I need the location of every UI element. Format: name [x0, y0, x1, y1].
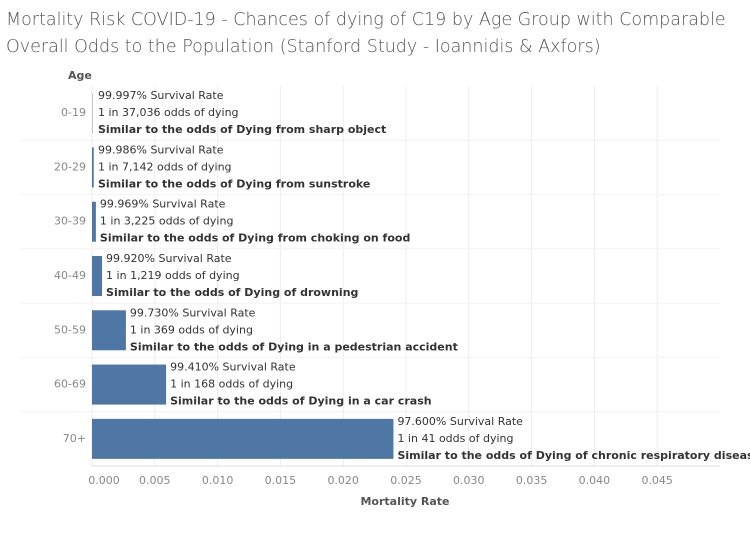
- bar: [92, 364, 167, 405]
- value-label: Similar to the odds of Dying in a car cr…: [170, 395, 432, 408]
- value-label: 99.969% Survival Rate: [100, 198, 226, 211]
- chart-title: Mortality Risk COVID-19 - Chances of dyi…: [6, 10, 726, 30]
- x-axis-title: Mortality Rate: [360, 495, 449, 508]
- value-label: 1 in 168 odds of dying: [170, 378, 293, 391]
- bar: [92, 418, 394, 459]
- bar: [92, 256, 103, 296]
- x-tick-label: 0.020: [327, 474, 359, 487]
- y-axis-title: Age: [68, 69, 92, 82]
- value-label: Similar to the odds of Dying of chronic …: [397, 449, 750, 462]
- value-label: 1 in 1,219 odds of dying: [106, 269, 240, 282]
- value-label: Similar to the odds of Dying of drowning: [106, 286, 358, 299]
- x-tick-label: 0.000: [88, 474, 120, 487]
- x-tick-label: 0.040: [579, 474, 611, 487]
- value-label: 1 in 7,142 odds of dying: [98, 160, 232, 173]
- bar: [92, 201, 96, 242]
- y-tick-label: 70+: [63, 432, 86, 445]
- value-label: 97.600% Survival Rate: [397, 415, 523, 428]
- value-label: 99.997% Survival Rate: [98, 89, 224, 102]
- value-label: 99.986% Survival Rate: [98, 143, 224, 156]
- value-label: 99.410% Survival Rate: [170, 361, 296, 374]
- x-tick-label: 0.025: [390, 474, 422, 487]
- chart-title: Overall Odds to the Population (Stanford…: [6, 37, 601, 57]
- y-tick-label: 50-59: [54, 323, 86, 336]
- value-label: 1 in 3,225 odds of dying: [100, 215, 234, 228]
- x-tick-label: 0.005: [139, 474, 171, 487]
- x-tick-label: 0.045: [641, 474, 673, 487]
- value-label: Similar to the odds of Dying from sunstr…: [98, 177, 370, 190]
- value-label: Similar to the odds of Dying from chokin…: [100, 232, 410, 245]
- y-tick-label: 60-69: [54, 378, 86, 391]
- value-label: 1 in 37,036 odds of dying: [98, 106, 239, 119]
- x-tick-label: 0.035: [516, 474, 548, 487]
- y-tick-label: 40-49: [54, 269, 86, 282]
- bar: [92, 147, 94, 188]
- value-label: Similar to the odds of Dying from sharp …: [98, 123, 386, 136]
- value-label: 1 in 369 odds of dying: [130, 323, 253, 336]
- value-label: 1 in 41 odds of dying: [397, 432, 513, 445]
- x-tick-label: 0.010: [202, 474, 234, 487]
- x-tick-label: 0.015: [265, 474, 297, 487]
- value-label: 99.920% Survival Rate: [106, 252, 232, 265]
- x-tick-label: 0.030: [453, 474, 485, 487]
- y-tick-label: 30-39: [54, 215, 86, 228]
- y-tick-label: 0-19: [61, 106, 86, 119]
- y-tick-label: 20-29: [54, 160, 86, 173]
- value-label: 99.730% Survival Rate: [130, 306, 256, 319]
- value-label: Similar to the odds of Dying in a pedest…: [130, 340, 458, 353]
- bar: [92, 310, 126, 351]
